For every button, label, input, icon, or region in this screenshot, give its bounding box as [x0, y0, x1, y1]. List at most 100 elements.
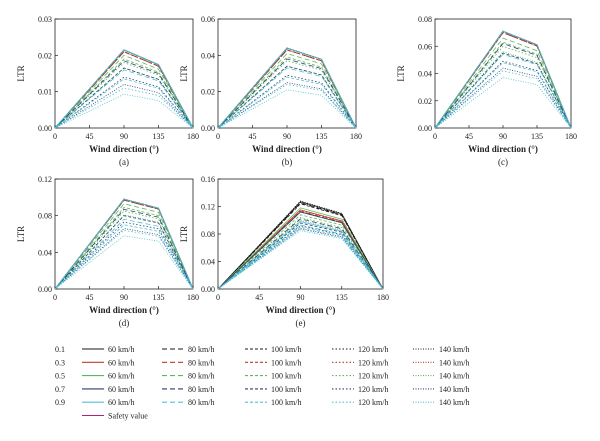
series-line-0.5-120kmh — [434, 45, 572, 129]
series-line-0.9-60kmh — [54, 49, 194, 129]
series-line-0.9-80kmh — [217, 224, 384, 290]
legend: 0.1 60 km/h 80 km/h 100 km/h 120 km/h 140 km/… — [55, 345, 469, 421]
series-line-0.7-60kmh — [217, 211, 384, 290]
legend-speed-label: 140 km/h — [439, 398, 469, 407]
series-line-0.1-80kmh — [217, 202, 384, 290]
series-line-0.1-80kmh — [54, 199, 194, 290]
series-line-0.1-140kmh — [54, 198, 194, 290]
series-line-0.5-60kmh — [434, 30, 572, 129]
plot-frame — [217, 18, 357, 129]
series-line-0.3-80kmh — [217, 210, 384, 290]
x-tick-label: 180 — [350, 132, 362, 141]
series-line-0.3-80kmh — [217, 49, 357, 129]
series-line-0.9-100kmh — [54, 224, 194, 290]
y-tick-label: 0.00 — [38, 285, 52, 294]
legend-coefficient-label: 0.3 — [55, 358, 65, 367]
plot-frame — [217, 178, 384, 290]
legend-speed-label: 120 km/h — [358, 358, 388, 367]
series-line-0.7-80kmh — [217, 58, 357, 129]
series-line-0.3-120kmh — [54, 49, 194, 129]
series-line-0.3-140kmh — [434, 30, 572, 129]
series-line-0.9-60kmh — [54, 198, 194, 290]
legend-speed-label: 140 km/h — [439, 358, 469, 367]
chart-panel-e: 0.00 0.04 0.08 0.12 0.16 0 45 90 135 180 Wind dire… — [179, 175, 389, 328]
series-line-0.1-120kmh — [217, 201, 384, 290]
series-line-0.5-60kmh — [54, 198, 194, 290]
series-line-0.9-100kmh — [54, 78, 194, 129]
series-line-0.3-100kmh — [54, 51, 194, 129]
series-line-0.3-140kmh — [217, 209, 384, 290]
x-axis-label: Wind direction (°) — [89, 144, 159, 154]
chart-panel-d: 0.00 0.04 0.08 0.12 0 45 90 135 180 Wind directio… — [16, 175, 199, 328]
series-line-0.5-100kmh — [217, 214, 384, 290]
x-tick-label: 135 — [153, 132, 165, 141]
series-line-0.9-80kmh — [217, 67, 357, 129]
plot-frame — [54, 18, 194, 129]
y-tick-label: 0.04 — [201, 51, 215, 60]
x-axis-label: Wind direction (°) — [89, 305, 159, 315]
series-line-0.7-140kmh — [434, 67, 572, 129]
legend-speed-label: 100 km/h — [271, 398, 301, 407]
panel-caption: (d) — [119, 318, 130, 328]
y-tick-label: 0.04 — [38, 248, 52, 257]
legend-speed-label: 140 km/h — [439, 385, 469, 394]
series-line-0.1-120kmh — [54, 198, 194, 290]
y-tick-label: 0.12 — [38, 175, 52, 184]
y-tick-label: 0.06 — [418, 42, 432, 51]
series-line-0.7-100kmh — [217, 65, 357, 129]
y-tick-label: 0.00 — [38, 124, 52, 133]
x-tick-label: 45 — [465, 132, 473, 141]
series-line-0.7-120kmh — [54, 76, 194, 129]
series-line-0.1-60kmh — [434, 30, 572, 129]
x-tick-label: 90 — [297, 293, 305, 302]
series-line-0.9-140kmh — [434, 77, 572, 129]
series-line-0.1-100kmh — [54, 199, 194, 290]
series-line-0.1-140kmh — [434, 30, 572, 129]
series-line-0.5-80kmh — [434, 37, 572, 129]
series-line-0.7-120kmh — [217, 74, 357, 129]
y-tick-label: 0.12 — [201, 203, 215, 212]
series-line-0.7-140kmh — [217, 228, 384, 290]
y-tick-label: 0.02 — [38, 51, 52, 60]
series-line-0.7-120kmh — [54, 221, 194, 290]
series-line-0.5-60kmh — [54, 49, 194, 129]
series-line-0.9-100kmh — [434, 62, 572, 129]
x-axis-label: Wind direction (°) — [252, 144, 322, 154]
series-line-0.5-120kmh — [54, 62, 194, 129]
legend-speed-label: 60 km/h — [108, 372, 134, 381]
series-line-0.1-140kmh — [54, 49, 194, 129]
legend-speed-label: 60 km/h — [108, 398, 134, 407]
series-line-0.3-60kmh — [54, 49, 194, 129]
x-tick-label: 0 — [433, 132, 437, 141]
y-tick-label: 0.00 — [201, 124, 215, 133]
panel-caption: (c) — [498, 157, 508, 167]
x-tick-label: 135 — [153, 293, 165, 302]
series-line-0.3-80kmh — [54, 199, 194, 290]
series-line-0.5-80kmh — [54, 54, 194, 129]
series-line-0.1-120kmh — [434, 30, 572, 129]
series-line-0.7-60kmh — [54, 198, 194, 290]
y-tick-label: 0.01 — [38, 88, 52, 97]
plot-frame — [434, 18, 572, 129]
series-line-0.7-140kmh — [217, 82, 357, 129]
series-line-0.1-80kmh — [217, 49, 357, 129]
series-line-0.1-140kmh — [217, 200, 384, 290]
series-line-0.5-100kmh — [217, 56, 357, 129]
series-line-0.3-120kmh — [54, 198, 194, 290]
legend-speed-label: 140 km/h — [439, 345, 469, 354]
series-line-0.7-60kmh — [54, 49, 194, 129]
legend-speed-label: 80 km/h — [188, 358, 214, 367]
x-tick-label: 180 — [187, 132, 199, 141]
legend-speed-label: 80 km/h — [188, 398, 214, 407]
series-line-0.5-80kmh — [217, 211, 384, 290]
y-axis-label: LTR — [16, 65, 26, 81]
series-line-0.9-100kmh — [217, 226, 384, 290]
series-line-0.9-60kmh — [217, 221, 384, 290]
legend-speed-label: 120 km/h — [358, 345, 388, 354]
series-line-0.9-140kmh — [217, 230, 384, 290]
series-line-0.7-80kmh — [54, 60, 194, 129]
series-line-0.9-140kmh — [54, 93, 194, 129]
series-line-0.5-80kmh — [54, 203, 194, 290]
panel-caption: (e) — [296, 318, 306, 328]
x-tick-label: 0 — [216, 132, 220, 141]
